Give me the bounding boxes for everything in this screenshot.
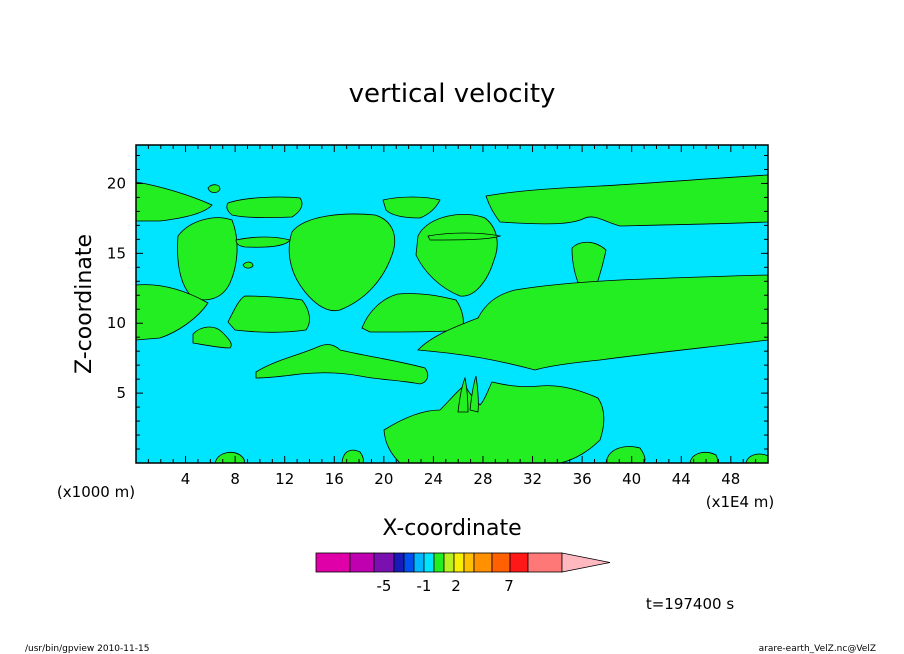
colorbar-segment bbox=[349, 552, 375, 573]
y-axis-label: Z-coordinate bbox=[72, 234, 97, 374]
x-tick-label: 40 bbox=[622, 470, 641, 488]
footer-left: /usr/bin/gpview 2010-11-15 bbox=[25, 644, 149, 654]
x-tick-label: 16 bbox=[325, 470, 344, 488]
region-mid-left bbox=[135, 284, 209, 341]
x-tick-label: 36 bbox=[573, 470, 592, 488]
x-tick-label: 32 bbox=[523, 470, 542, 488]
region-lens-center bbox=[288, 213, 396, 312]
colorbar-arrow bbox=[561, 552, 611, 573]
colorbar-segment bbox=[373, 552, 395, 573]
region-top-mid-1 bbox=[226, 196, 303, 218]
colorbar-segment bbox=[491, 552, 511, 573]
region-strip-1 bbox=[235, 236, 291, 248]
region-mid-2 bbox=[361, 293, 464, 333]
x-tick-label: 4 bbox=[181, 470, 191, 488]
region-top-mid-2 bbox=[382, 196, 441, 219]
x-extent-note: (x1E4 m) bbox=[706, 493, 775, 511]
colorbar-segment bbox=[443, 552, 455, 573]
region-top-right bbox=[485, 174, 769, 227]
y-tick-label: 5 bbox=[116, 384, 126, 402]
region-dot-1 bbox=[242, 261, 254, 269]
colorbar-segment bbox=[315, 552, 351, 573]
x-tick-label: 44 bbox=[672, 470, 691, 488]
x-tick-label: 24 bbox=[424, 470, 443, 488]
region-top-left bbox=[135, 181, 213, 222]
x-unit-note: (x1000 m) bbox=[57, 483, 135, 501]
region-mid-1 bbox=[227, 295, 310, 333]
colorbar: -5 -1 2 7 bbox=[315, 552, 611, 595]
colorbar-segment bbox=[403, 552, 415, 573]
x-tick-label: 8 bbox=[230, 470, 240, 488]
region-blob-small bbox=[207, 184, 221, 194]
contour-regions bbox=[135, 174, 769, 464]
footer-right: arare-earth_VelZ.nc@VelZ bbox=[759, 644, 876, 654]
colorbar-segment bbox=[413, 552, 425, 573]
colorbar-segment bbox=[463, 552, 475, 573]
region-diagonal-band bbox=[255, 344, 429, 385]
region-bottom-blob-4 bbox=[689, 452, 719, 464]
x-tick-label: 20 bbox=[374, 470, 393, 488]
plot-frame bbox=[135, 144, 769, 464]
colorbar-label: -1 bbox=[417, 577, 432, 595]
colorbar-segment bbox=[509, 552, 529, 573]
y-tick-label: 10 bbox=[107, 314, 126, 332]
y-tick-label: 20 bbox=[107, 174, 126, 192]
colorbar-label: 2 bbox=[451, 577, 461, 595]
region-lens-left bbox=[177, 217, 238, 301]
x-tick-label: 28 bbox=[473, 470, 492, 488]
y-tick-label: 15 bbox=[107, 244, 126, 262]
region-mid-blob bbox=[192, 326, 232, 349]
region-strip-2 bbox=[427, 232, 502, 241]
x-tick-label: 48 bbox=[721, 470, 740, 488]
x-axis-label: X-coordinate bbox=[382, 516, 521, 541]
colorbar-segment bbox=[527, 552, 563, 573]
colorbar-segment bbox=[473, 552, 493, 573]
region-bottom-blob-3 bbox=[605, 446, 646, 464]
time-label: t=197400 s bbox=[646, 595, 734, 613]
colorbar-segment bbox=[423, 552, 435, 573]
region-bottom-blob-2 bbox=[341, 449, 364, 464]
region-bottom-spike-2 bbox=[469, 375, 479, 413]
colorbar-segment bbox=[433, 552, 445, 573]
colorbar-segment bbox=[393, 552, 405, 573]
colorbar-segment bbox=[453, 552, 465, 573]
chart-title: vertical velocity bbox=[349, 79, 556, 109]
region-bottom-spike-1 bbox=[457, 376, 469, 413]
region-bottom bbox=[383, 381, 605, 464]
colorbar-label: -5 bbox=[377, 577, 392, 595]
colorbar-label: 7 bbox=[504, 577, 514, 595]
x-tick-label: 12 bbox=[275, 470, 294, 488]
